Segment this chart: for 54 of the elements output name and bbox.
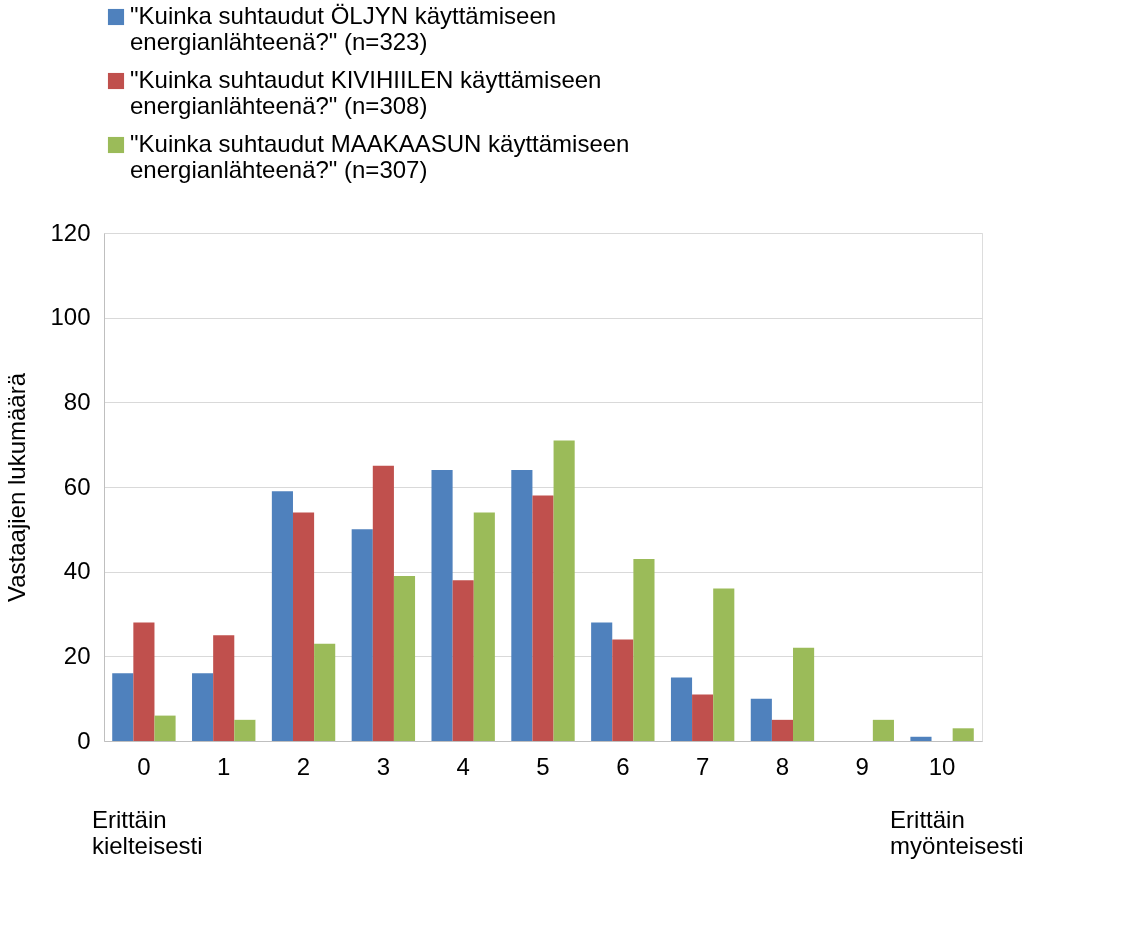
bar: [750, 698, 772, 741]
bar: [271, 491, 293, 741]
bar: [292, 512, 315, 741]
bar: [133, 622, 155, 741]
bar: [771, 719, 794, 741]
bar: [154, 715, 176, 741]
x-tick-label: 7: [695, 752, 710, 780]
bar: [633, 558, 655, 741]
x-tick-label: 10: [928, 752, 956, 780]
text: Erittäin kielteisesti: [91, 806, 203, 859]
x-tick-label: 6: [616, 752, 630, 780]
y-tick-label: 60: [63, 472, 91, 500]
bar: [511, 470, 533, 741]
bar: [112, 673, 134, 741]
y-tick-label: 20: [63, 641, 91, 669]
bar: [213, 635, 235, 741]
legend-label: "Kuinka suhtaudut ÖLJYN käyttämiseen energianlähteenä?" (n=323): [130, 2, 557, 55]
y-tick-label: 80: [63, 387, 91, 415]
bar: [452, 580, 474, 741]
bar: [372, 465, 394, 741]
y-tick-label: 100: [50, 303, 91, 331]
bar: [532, 495, 554, 741]
bar: [351, 529, 373, 741]
bar: [612, 639, 634, 741]
y-tick-label: 0: [77, 726, 91, 754]
y-tick-label: 40: [63, 557, 91, 585]
x-tick-label: 2: [296, 752, 311, 780]
legend-label: "Kuinka suhtaudut KIVIHIILEN käyttämiseen energianlähteenä?" (n=308): [130, 66, 602, 119]
bar: [670, 677, 693, 741]
bar: [692, 694, 714, 741]
x-tick-label: 9: [855, 752, 869, 780]
bar: [713, 588, 735, 741]
bar: [393, 575, 416, 741]
bar: [473, 512, 495, 741]
bar: [431, 470, 453, 741]
bar: [910, 736, 932, 741]
x-tick-label: 8: [775, 752, 790, 780]
bar: [234, 719, 256, 741]
x-tick-label: 4: [456, 752, 470, 780]
bar: [553, 440, 575, 741]
x-tick-label: 0: [137, 752, 151, 780]
text: Erittäin myönteisesti: [890, 806, 1024, 859]
y-axis-title: Vastaajien lukumäärä: [3, 372, 31, 603]
bar: [952, 728, 974, 741]
bar: [793, 647, 815, 741]
y-tick-label: 120: [50, 218, 91, 246]
x-tick-label: 3: [376, 752, 391, 780]
legend-label: "Kuinka suhtaudut MAAKAASUN käyttämiseen energianlähteenä?" (n=307): [130, 130, 630, 183]
x-tick-label: 1: [217, 752, 231, 780]
bar: [192, 673, 214, 741]
bar: [591, 622, 613, 741]
bar: [314, 643, 336, 741]
bar: [872, 719, 894, 741]
x-tick-label: 5: [536, 752, 550, 780]
